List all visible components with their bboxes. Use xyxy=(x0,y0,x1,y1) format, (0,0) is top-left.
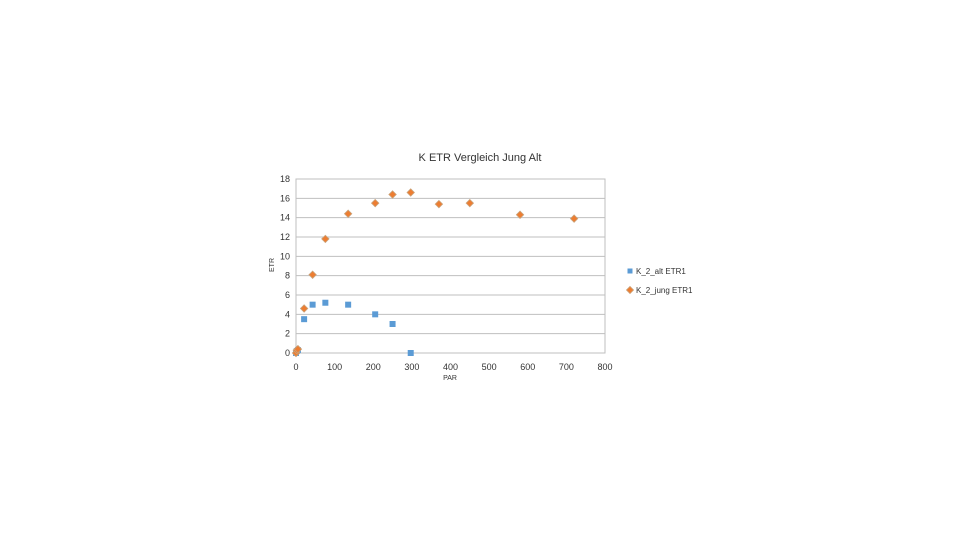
x-axis-ticks: 0 100 200 300 400 500 600 700 800 xyxy=(293,362,612,372)
data-point-alt xyxy=(372,311,379,318)
y-tick-label: 6 xyxy=(285,290,290,300)
y-tick-label: 14 xyxy=(280,213,290,223)
data-point-jung xyxy=(515,210,525,220)
legend-label-jung: K_2_jung ETR1 xyxy=(636,286,693,295)
data-point-jung xyxy=(293,344,303,354)
gridlines xyxy=(296,197,605,335)
y-axis-label: ETR xyxy=(269,258,276,272)
y-axis-ticks: 0 2 4 6 8 10 12 14 16 18 xyxy=(280,174,290,358)
y-tick-label: 2 xyxy=(285,329,290,339)
y-tick-label: 10 xyxy=(280,251,290,261)
data-point-jung xyxy=(343,209,353,219)
data-markers xyxy=(291,188,579,358)
legend-marker-jung xyxy=(625,285,635,295)
y-tick-label: 4 xyxy=(285,309,290,319)
x-tick-label: 200 xyxy=(366,362,381,372)
x-tick-label: 700 xyxy=(559,362,574,372)
data-point-jung xyxy=(465,198,475,208)
x-tick-label: 100 xyxy=(327,362,342,372)
data-point-alt xyxy=(309,301,316,308)
chart-title: K ETR Vergleich Jung Alt xyxy=(419,152,542,164)
data-point-alt xyxy=(407,350,414,356)
x-tick-label: 600 xyxy=(520,362,535,372)
data-point-jung xyxy=(370,198,380,208)
data-point-jung xyxy=(434,199,444,209)
data-point-jung xyxy=(569,214,579,223)
data-point-jung xyxy=(299,304,309,313)
y-tick-label: 8 xyxy=(285,271,290,281)
data-point-jung xyxy=(321,234,330,244)
data-point-jung xyxy=(406,188,415,197)
x-tick-label: 800 xyxy=(597,362,612,372)
x-tick-label: 300 xyxy=(404,362,419,372)
data-point-alt xyxy=(301,316,308,323)
x-tick-label: 400 xyxy=(443,362,458,372)
plot-area xyxy=(295,178,606,354)
legend: K_2_alt ETR1 K_2_jung ETR1 xyxy=(625,267,693,295)
x-axis-label: PAR xyxy=(443,375,457,382)
data-point-jung xyxy=(388,190,397,199)
data-point-alt xyxy=(345,301,352,308)
x-tick-label: 500 xyxy=(482,362,497,372)
y-tick-label: 16 xyxy=(280,193,290,203)
y-tick-label: 18 xyxy=(280,174,290,184)
legend-label-alt: K_2_alt ETR1 xyxy=(636,267,686,276)
data-point-alt xyxy=(389,321,396,327)
y-tick-label: 0 xyxy=(285,348,290,358)
x-tick-label: 0 xyxy=(293,362,298,372)
data-point-alt xyxy=(322,299,329,306)
y-tick-label: 12 xyxy=(280,232,290,242)
legend-marker-alt xyxy=(627,268,633,274)
data-point-jung xyxy=(308,270,317,279)
